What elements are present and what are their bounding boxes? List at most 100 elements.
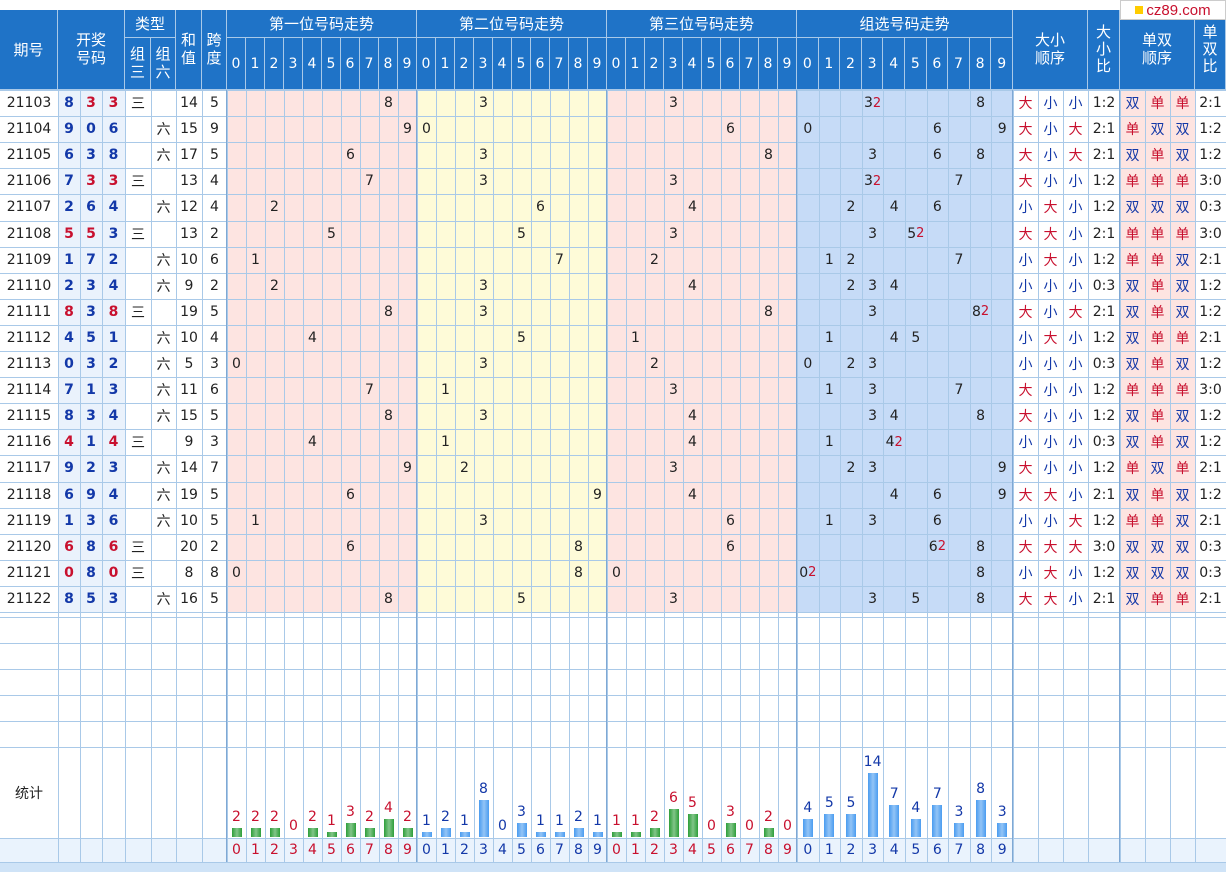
oddeven-cell: 双: [1125, 591, 1140, 608]
pos3-hit: 6: [726, 121, 735, 138]
grid-line: [0, 643, 1226, 644]
header-draw: 开奖号码: [58, 10, 125, 90]
draw-digit: 4: [108, 434, 119, 451]
group-hit-digit: 5: [911, 590, 921, 607]
header-bigsmall-ratio: 大小比: [1088, 10, 1120, 90]
span-cell: 7: [210, 460, 219, 477]
sum-cell: 14: [180, 95, 198, 112]
bigsmall-cell: 小: [1043, 461, 1058, 478]
bigsmall-cell: 小: [1043, 148, 1058, 165]
stat-digit-pos1: 1: [251, 842, 260, 858]
pos3-hit: 6: [726, 512, 735, 529]
group-hit-digit: 3: [868, 408, 878, 425]
bigsmall-cell: 小: [1068, 330, 1083, 347]
draw-digit: 6: [64, 538, 74, 555]
bigsmall-cell: 小: [1043, 409, 1058, 426]
oddeven-cell: 单: [1175, 174, 1190, 191]
bigsmall-cell: 小: [1068, 200, 1083, 217]
type-z6-mark: 六: [156, 330, 171, 347]
bigsmall-ratio-cell: 1:2: [1092, 382, 1116, 399]
stat-digit-pos3: 2: [650, 842, 659, 858]
grid-line: [1013, 90, 1014, 862]
grid-line: [0, 862, 1226, 863]
group-hit-digit: 8: [976, 95, 986, 112]
bigsmall-ratio-cell: 0:3: [1092, 356, 1116, 373]
grid-line: [0, 194, 1226, 196]
grid-line: [1063, 90, 1064, 862]
group-hit: 8: [970, 90, 992, 116]
sum-cell: 19: [180, 303, 198, 320]
pos3-hit: 4: [688, 277, 697, 294]
group-hit-digit: 1: [824, 512, 834, 529]
header-pos3-digit: 9: [778, 38, 797, 90]
period-cell: 21112: [6, 329, 52, 346]
group-hit-digit: 6: [932, 199, 942, 216]
group-hit-digit: 3: [868, 460, 878, 477]
pos1-hit: 6: [346, 147, 355, 164]
oddeven-cell: 双: [1175, 304, 1190, 321]
group-hit-digit: 6: [932, 147, 942, 164]
stat-digit-pos1: 7: [365, 842, 374, 858]
group-hit: 6: [927, 482, 949, 508]
stat-bar-group: [889, 804, 900, 837]
draw-digit: 8: [86, 564, 96, 581]
bigsmall-cell: 大: [1018, 148, 1033, 165]
grid-line: [905, 90, 906, 862]
bigsmall-ratio-cell: 1:2: [1092, 408, 1116, 425]
bigsmall-cell: 小: [1018, 565, 1033, 582]
group-hit-digit: 5: [907, 225, 917, 242]
grid-line: [778, 90, 779, 862]
grid-line: [436, 90, 437, 862]
sum-cell: 8: [184, 564, 194, 581]
period-cell: 21114: [6, 382, 52, 399]
header-group-digit: 1: [818, 38, 841, 90]
draw-digit: 3: [86, 173, 96, 190]
grid-line: [417, 90, 418, 862]
period-cell: 21118: [6, 486, 52, 503]
draw-digit: 4: [64, 329, 74, 346]
stat-bar-group: [910, 818, 921, 837]
group-hit-digit: 3: [868, 277, 878, 294]
stat-value-pos1: 4: [384, 799, 393, 816]
stat-value-pos2: 0: [498, 818, 507, 834]
group-hit: 3: [862, 299, 884, 325]
bigsmall-ratio-cell: 1:2: [1092, 512, 1116, 529]
header-pos3: 第三位号码走势: [607, 10, 797, 38]
grid-line: [1195, 90, 1196, 862]
bigsmall-cell: 小: [1068, 487, 1083, 504]
bigsmall-cell: 小: [1068, 409, 1083, 426]
header-group: 组选号码走势: [797, 10, 1013, 38]
header-pos1-digit: 8: [379, 38, 398, 90]
period-cell: 21113: [6, 356, 52, 373]
site-logo[interactable]: cz89.com: [1120, 0, 1226, 20]
group-hit-digit: 3: [868, 382, 878, 399]
oddeven-cell: 单: [1125, 122, 1140, 139]
oddeven-ratio-cell: 3:0: [1199, 173, 1222, 190]
draw-digit: 8: [64, 590, 74, 607]
sum-cell: 10: [180, 251, 198, 268]
oddeven-cell: 双: [1125, 435, 1140, 452]
draw-digit: 3: [86, 303, 96, 320]
group-hit-digit: 6: [932, 486, 942, 503]
logo-text: cz89.com: [1146, 1, 1211, 19]
type-z3-mark: 三: [131, 226, 145, 243]
oddeven-ratio-cell: 3:0: [1199, 382, 1222, 399]
grid-line: [840, 90, 841, 862]
group-hit-digit: 4: [889, 329, 899, 346]
stats-label: 统计: [15, 785, 43, 802]
grid-line: [246, 90, 247, 862]
group-hit-digit: 2: [846, 356, 856, 373]
bigsmall-cell: 小: [1043, 304, 1058, 321]
sum-cell: 11: [180, 382, 198, 399]
span-cell: 5: [210, 408, 219, 425]
header-type-z3: 组三: [125, 38, 151, 90]
bigsmall-cell: 小: [1018, 252, 1033, 269]
grid-line: [759, 90, 760, 862]
stat-digit-group: 9: [997, 842, 1007, 858]
group-hit-digit: 1: [824, 329, 834, 346]
header-pos2: 第二位号码走势: [417, 10, 607, 38]
grid-line: [531, 90, 532, 862]
group-hit-digit: 2: [846, 460, 856, 477]
group-hit-digit: 3: [868, 225, 878, 242]
